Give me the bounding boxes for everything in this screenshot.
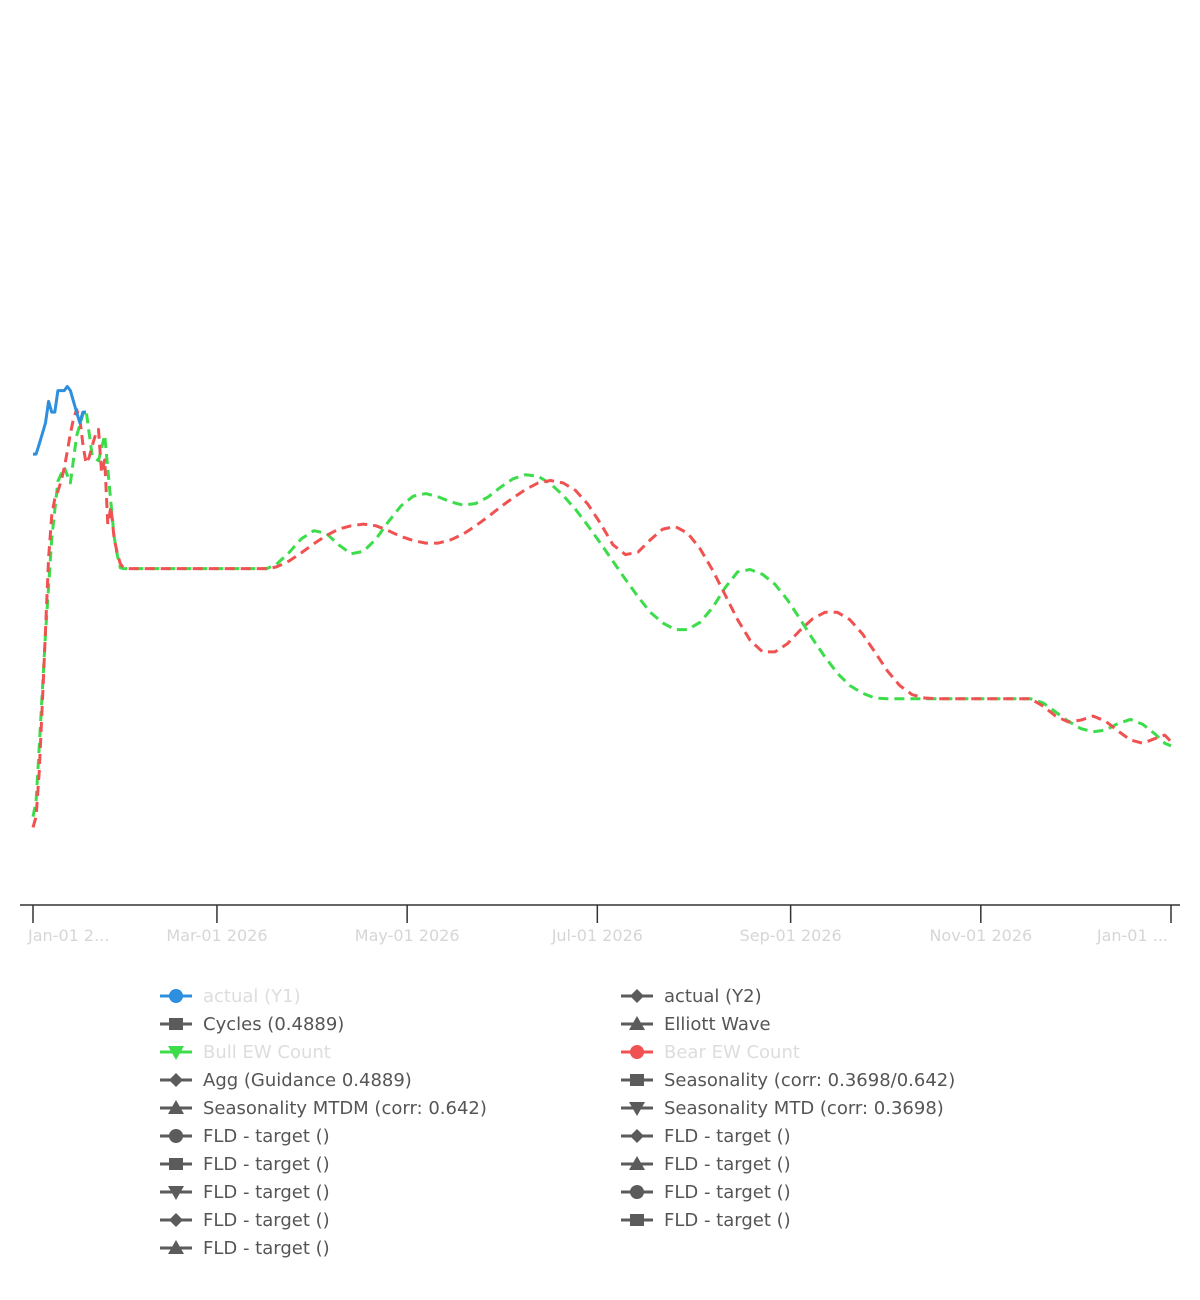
legend-item-fld-target[interactable]: FLD - target () xyxy=(621,1154,791,1175)
legend-label: FLD - target () xyxy=(664,1154,791,1175)
legend-marker-diamond-icon xyxy=(169,1073,183,1087)
x-tick-label: Jan-01 ... xyxy=(1096,926,1168,945)
legend-label: FLD - target () xyxy=(203,1238,330,1259)
legend-label: actual (Y1) xyxy=(203,986,301,1007)
legend-marker-square-icon xyxy=(169,1158,183,1170)
legend-item-fld-target[interactable]: FLD - target () xyxy=(621,1126,791,1147)
legend-item-elliott-wave[interactable]: Elliott Wave xyxy=(621,1014,771,1035)
legend-marker-triangle-up-icon xyxy=(629,1016,645,1030)
legend-marker-square-icon xyxy=(630,1214,644,1226)
legend-label: Seasonality MTD (corr: 0.3698) xyxy=(664,1098,944,1119)
legend-marker-diamond-icon xyxy=(169,1213,183,1227)
legend-item-fld-target[interactable]: FLD - target () xyxy=(160,1238,330,1259)
x-tick-label: Jan-01 2... xyxy=(27,926,109,945)
legend-item-cycles-0-4889[interactable]: Cycles (0.4889) xyxy=(160,1014,344,1035)
series-line-actual-y1[interactable] xyxy=(33,385,86,456)
legend-marker-triangle-up-icon xyxy=(629,1156,645,1170)
legend-item-seasonality-corr-0-3698-0-642[interactable]: Seasonality (corr: 0.3698/0.642) xyxy=(621,1070,955,1091)
x-tick-label: Sep-01 2026 xyxy=(740,926,842,945)
legend-item-seasonality-mtd-corr-0-3698[interactable]: Seasonality MTD (corr: 0.3698) xyxy=(621,1098,944,1119)
legend-label: Seasonality MTDM (corr: 0.642) xyxy=(203,1098,487,1119)
legend-marker-circle-icon xyxy=(630,1185,644,1199)
legend-item-fld-target[interactable]: FLD - target () xyxy=(160,1182,330,1203)
x-axis: Jan-01 2... Mar-01 2026 May-01 2026 Jul-01 … xyxy=(20,904,1180,945)
legend-marker-circle-icon xyxy=(630,1045,644,1059)
legend-label: FLD - target () xyxy=(664,1126,791,1147)
legend-label: FLD - target () xyxy=(203,1210,330,1231)
legend-label: Cycles (0.4889) xyxy=(203,1014,344,1035)
legend-label: Seasonality (corr: 0.3698/0.642) xyxy=(664,1070,955,1091)
legend-marker-triangle-down-icon xyxy=(629,1102,645,1116)
legend-label: FLD - target () xyxy=(203,1182,330,1203)
legend-label: Elliott Wave xyxy=(664,1014,771,1035)
legend-item-seasonality-mtdm-corr-0-642[interactable]: Seasonality MTDM (corr: 0.642) xyxy=(160,1098,487,1119)
legend-label: FLD - target () xyxy=(664,1210,791,1231)
series-line-bear-ew-count[interactable] xyxy=(31,408,1173,828)
legend-label: Agg (Guidance 0.4889) xyxy=(203,1070,412,1091)
legend-marker-triangle-up-icon xyxy=(168,1240,184,1254)
legend-item-agg-guidance-0-4889[interactable]: Agg (Guidance 0.4889) xyxy=(160,1070,412,1091)
legend-marker-square-icon xyxy=(630,1074,644,1086)
legend-marker-triangle-down-icon xyxy=(168,1046,184,1060)
legend-label: FLD - target () xyxy=(664,1182,791,1203)
legend-marker-triangle-up-icon xyxy=(168,1100,184,1114)
legend-item-actual-y1[interactable]: actual (Y1) xyxy=(160,986,301,1007)
legend-label: FLD - target () xyxy=(203,1126,330,1147)
legend-label: Bear EW Count xyxy=(664,1042,800,1063)
legend-label: FLD - target () xyxy=(203,1154,330,1175)
x-tick-label: Mar-01 2026 xyxy=(166,926,267,945)
plot-area xyxy=(31,385,1173,828)
legend-marker-square-icon xyxy=(169,1018,183,1030)
legend-item-bull-ew-count[interactable]: Bull EW Count xyxy=(160,1042,331,1063)
legend-marker-diamond-icon xyxy=(630,1129,644,1143)
legend: actual (Y1) Cycles (0.4889) Bull EW Count A… xyxy=(160,986,955,1259)
legend-item-actual-y2[interactable]: actual (Y2) xyxy=(621,986,762,1007)
legend-item-fld-target[interactable]: FLD - target () xyxy=(160,1154,330,1175)
legend-label: actual (Y2) xyxy=(664,986,762,1007)
legend-marker-diamond-icon xyxy=(630,989,644,1003)
legend-item-fld-target[interactable]: FLD - target () xyxy=(160,1210,330,1231)
legend-item-fld-target[interactable]: FLD - target () xyxy=(621,1182,791,1203)
legend-marker-circle-icon xyxy=(169,989,183,1003)
x-tick-label: Jul-01 2026 xyxy=(551,926,643,945)
legend-marker-triangle-down-icon xyxy=(168,1186,184,1200)
legend-label: Bull EW Count xyxy=(203,1042,331,1063)
series-line-bull-ew-count[interactable] xyxy=(31,408,1172,817)
legend-marker-circle-icon xyxy=(169,1129,183,1143)
legend-item-fld-target[interactable]: FLD - target () xyxy=(621,1210,791,1231)
x-tick-label: Nov-01 2026 xyxy=(929,926,1032,945)
legend-item-bear-ew-count[interactable]: Bear EW Count xyxy=(621,1042,800,1063)
x-tick-label: May-01 2026 xyxy=(355,926,460,945)
legend-item-fld-target[interactable]: FLD - target () xyxy=(160,1126,330,1147)
